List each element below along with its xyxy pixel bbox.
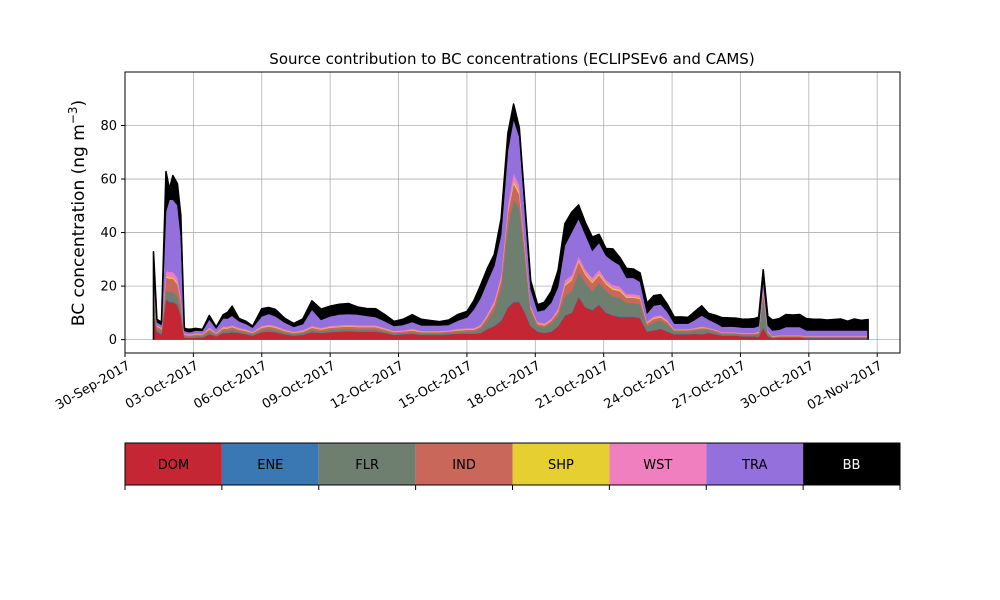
legend-label-dom: DOM [158,458,189,473]
legend-label-ene: ENE [257,458,283,473]
chart-title: Source contribution to BC concentrations… [269,50,754,68]
y-tick-label-4: 80 [100,119,117,134]
y-axis-label-main: BC concentration (ng m [69,124,89,326]
legend-label-wst: WST [643,458,672,473]
legend-swatch-ene [221,443,319,485]
total-outline [152,103,869,340]
y-tick-label-3: 60 [100,173,117,188]
legend-swatch-wst [609,443,707,485]
legend-swatch-shp [512,443,610,485]
y-axis-label-superscript: −3 [66,106,80,124]
legend-swatch-dom [125,443,222,485]
legend-label-flr: FLR [355,458,379,473]
total-outline-line [152,103,869,340]
legend-swatch-ind [415,443,513,485]
legend-colorbar: DOM ENE FLR IND SHP WST TRA BB [124,442,901,490]
legend-swatch-tra [706,443,804,485]
y-axis-label: BC concentration (ng m−3) [66,100,89,326]
plot-frame [124,71,901,354]
legend-swatch-bb [803,443,900,485]
legend-label-bb: BB [843,458,861,473]
y-axis-label-close: ) [69,100,89,107]
legend-label-shp: SHP [548,458,574,473]
legend-label-ind: IND [452,458,476,473]
y-axis-ticks: 0 20 40 60 80 [100,119,125,348]
y-tick-label-1: 20 [100,280,117,295]
y-tick-label-0: 0 [109,333,117,348]
legend-label-tra: TRA [741,458,767,473]
legend-swatch-flr [318,443,416,485]
y-tick-label-2: 40 [100,226,117,241]
